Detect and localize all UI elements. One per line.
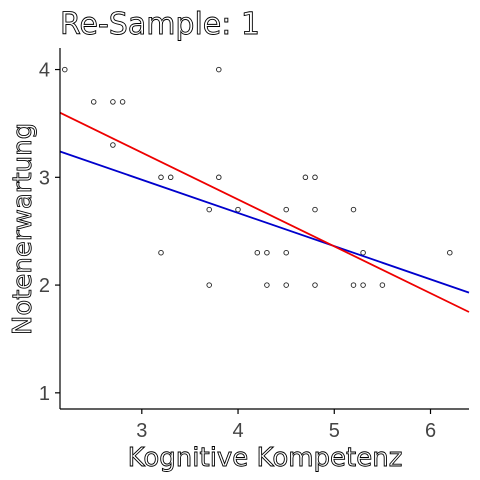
chart-title: Re-Sample: 1 <box>60 7 260 42</box>
data-point <box>350 282 357 288</box>
x-tick-label: 3 <box>136 420 147 442</box>
data-point <box>312 174 318 181</box>
y-tick-label: 4 <box>39 60 50 82</box>
y-tick-label: 3 <box>39 167 50 189</box>
data-point <box>302 174 309 181</box>
x-tick-label: 4 <box>232 420 243 442</box>
regression-line <box>59 150 470 294</box>
data-point <box>216 66 222 73</box>
data-point <box>110 99 116 105</box>
x-tick-label: 5 <box>329 420 340 442</box>
x-axis-label: Kognitive Kompetenz <box>128 443 403 473</box>
data-point <box>283 206 289 213</box>
data-point <box>90 99 97 105</box>
data-point <box>350 206 357 213</box>
data-point <box>216 174 222 181</box>
y-axis-label: Notenerwartung <box>8 123 38 335</box>
data-point <box>360 249 366 256</box>
axis-ticks: 3 4 5 6 1 2 3 4 <box>39 60 436 442</box>
y-tick-label: 2 <box>39 275 50 297</box>
data-point <box>360 282 366 288</box>
data-point <box>158 249 164 256</box>
x-tick-label: 6 <box>425 420 436 442</box>
y-tick-label: 1 <box>39 383 50 405</box>
data-point <box>206 206 212 213</box>
regression-line <box>59 111 470 313</box>
data-point <box>235 206 241 213</box>
data-point <box>110 142 116 148</box>
data-point <box>119 99 126 105</box>
data-point <box>283 282 289 288</box>
data-point <box>283 249 289 256</box>
data-point <box>264 249 270 256</box>
data-point <box>447 249 453 256</box>
plot-area <box>59 66 470 313</box>
data-point <box>62 66 68 73</box>
data-point <box>379 282 386 288</box>
data-point <box>167 174 174 181</box>
data-point <box>206 282 212 288</box>
data-point <box>312 206 318 213</box>
data-point <box>264 282 270 288</box>
data-point <box>158 174 164 181</box>
data-point <box>312 282 318 288</box>
data-point <box>254 249 261 256</box>
